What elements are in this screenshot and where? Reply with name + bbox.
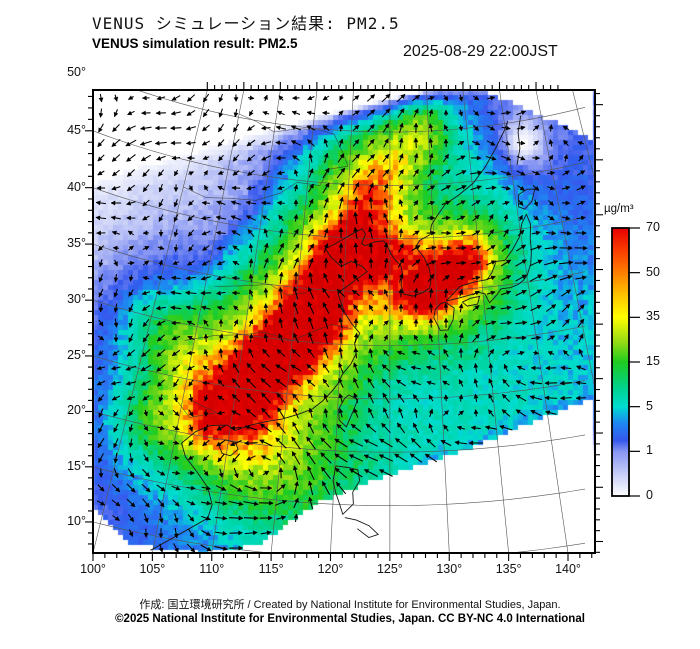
lat-label-40: 40° [67,179,86,194]
wind-vectors [95,93,588,553]
lon-label-140: 140° [555,562,581,576]
credit-line: 作成: 国立環境研究所 / Created by National Instit… [139,599,561,611]
colorbar-tick-label-35: 35 [646,309,660,324]
lon-label-125: 125° [376,562,403,576]
lon-label-105: 105° [139,562,166,576]
page-title-english: VENUS simulation result: PM2.5 [92,36,298,51]
colorbar-unit-label: µg/m³ [604,203,634,215]
page-title-japanese: VENUS シミュレーション結果: PM2.5 [92,14,400,33]
colorbar-tick-label-1: 1 [646,443,653,458]
map-frame [92,89,596,554]
lat-label-10: 10° [67,513,86,528]
forecast-timestamp: 2025-08-29 22:00JST [403,43,558,60]
lat-label-45: 45° [67,122,86,137]
lon-label-115: 115° [258,562,284,576]
country-borders [176,113,352,418]
lat-label-25: 25° [67,347,86,362]
colorbar [611,227,640,497]
graticule [93,90,595,553]
lon-label-100: 100° [80,562,106,576]
lat-label-30: 30° [67,292,86,307]
lon-label-120: 120° [317,562,344,576]
colorbar-tick-label-50: 50 [646,264,660,279]
axis-ticks [85,82,603,561]
lon-label-135: 135° [495,562,522,576]
colorbar-tick-label-5: 5 [646,398,653,413]
colorbar-tick-label-15: 15 [646,354,660,368]
copyright-line: ©2025 National Institute for Environment… [115,613,585,625]
lat-label-15: 15° [67,458,86,473]
lon-label-110: 110° [199,562,225,576]
colorbar-tick-label-70: 70 [646,220,660,234]
colorbar-tick-label-0: 0 [646,488,653,502]
lat-label-20: 20° [67,403,86,418]
lat-label-35: 35° [67,236,86,251]
lat-label-50: 50° [67,65,86,80]
lon-label-130: 130° [436,562,463,576]
map-layers [93,90,595,553]
